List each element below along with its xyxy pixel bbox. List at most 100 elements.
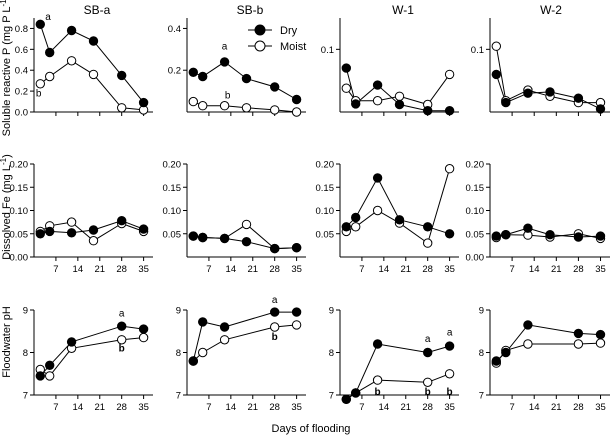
data-point-dry xyxy=(423,222,433,232)
data-point-moist xyxy=(188,96,199,107)
data-point-dry xyxy=(491,69,501,80)
y-tick-label: 7 xyxy=(23,391,28,402)
data-point-moist xyxy=(372,96,383,106)
x-tick-label: 21 xyxy=(551,402,562,413)
data-point-dry xyxy=(219,57,230,67)
x-tick-label: 14 xyxy=(226,264,237,275)
data-point-moist xyxy=(372,205,383,216)
annotation-label: b xyxy=(375,387,381,398)
series-line-dry xyxy=(192,311,297,362)
panel-title-sb-a: SB-a xyxy=(84,3,111,17)
legend-label-dry: Dry xyxy=(280,25,298,37)
data-point-moist xyxy=(291,107,302,117)
data-point-dry xyxy=(501,230,511,240)
x-tick-label: 21 xyxy=(400,402,411,413)
data-point-moist xyxy=(66,56,77,66)
data-point-dry xyxy=(595,231,606,241)
data-point-dry xyxy=(88,225,99,235)
data-point-moist xyxy=(270,322,280,332)
y-tick-label: 0.20 xyxy=(10,160,29,171)
data-point-moist xyxy=(423,238,433,248)
y-tick-label: 0.00 xyxy=(10,253,29,264)
data-point-dry xyxy=(188,356,199,366)
x-tick-label: 35 xyxy=(291,402,302,413)
series-line-dry xyxy=(495,324,601,362)
data-point-moist xyxy=(35,79,45,89)
x-tick-label: 28 xyxy=(116,264,127,275)
data-point-dry xyxy=(491,231,501,241)
data-point-moist xyxy=(351,222,361,232)
annotation-label: b xyxy=(119,344,125,355)
x-tick-label: 35 xyxy=(291,264,302,275)
data-point-dry xyxy=(35,19,45,29)
y-tick-label: 0.05 xyxy=(163,229,182,240)
x-tick-label: 7 xyxy=(359,402,364,413)
annotation-label: b xyxy=(36,88,42,99)
y-tick-label: 9 xyxy=(479,306,484,317)
data-point-moist xyxy=(372,375,383,385)
y-tick-label: 0.0 xyxy=(15,108,28,119)
y-tick-label: 0.2 xyxy=(168,66,181,77)
annotation-label: b xyxy=(225,90,231,101)
data-point-dry xyxy=(35,371,45,381)
data-point-dry xyxy=(45,360,55,370)
y-tick-label: 8 xyxy=(23,348,28,359)
x-tick-label: 14 xyxy=(379,402,390,413)
panel-r2-c3: 7 8 9 7 14 21 28 35 xyxy=(479,306,610,413)
data-point-moist xyxy=(270,105,280,115)
annotation-label: b xyxy=(425,387,431,398)
y-tick-label: 7 xyxy=(176,391,181,402)
data-point-moist xyxy=(117,103,127,113)
y-tick-label: 0.6 xyxy=(15,45,28,56)
data-point-dry xyxy=(66,337,77,347)
ylabel-floodwater-ph: Floodwater pH xyxy=(1,306,13,378)
data-point-dry xyxy=(117,216,127,226)
annotation-label: a xyxy=(222,41,228,52)
data-point-moist xyxy=(219,101,230,111)
y-tick-label: 0.20 xyxy=(466,160,485,171)
data-point-moist xyxy=(523,339,533,349)
data-point-dry xyxy=(198,317,208,327)
panel-r1-c3: 0.00 0.05 0.10 0.15 0.20 7 14 21 28 35 xyxy=(466,160,610,275)
data-point-moist xyxy=(444,164,455,174)
x-tick-label: 7 xyxy=(53,402,58,413)
data-point-moist xyxy=(138,332,149,343)
x-tick-label: 7 xyxy=(509,402,514,413)
y-tick-label: 0.05 xyxy=(10,229,29,240)
data-point-dry xyxy=(523,223,533,233)
x-tick-label: 35 xyxy=(444,402,455,413)
data-point-moist xyxy=(198,101,208,111)
data-point-dry xyxy=(423,106,433,116)
data-point-moist xyxy=(45,371,55,381)
data-point-dry xyxy=(372,173,383,183)
x-tick-label: 21 xyxy=(247,264,258,275)
x-tick-label: 28 xyxy=(573,402,584,413)
data-point-moist xyxy=(444,369,455,379)
x-tick-label: 35 xyxy=(138,402,149,413)
y-tick-label: 0.05 xyxy=(466,229,485,240)
data-point-dry xyxy=(291,243,302,253)
data-point-dry xyxy=(444,341,455,351)
data-point-dry xyxy=(595,104,606,114)
x-tick-label: 28 xyxy=(573,264,584,275)
y-tick-label: 7 xyxy=(479,391,484,402)
x-tick-label: 21 xyxy=(94,402,105,413)
annotation-label: a xyxy=(447,328,453,339)
ylabel-dissolved-fe: Dissolved Fe (mg L-1) xyxy=(0,154,13,260)
panel-r0-c3: 0.1 xyxy=(471,18,610,116)
legend-label-moist: Moist xyxy=(280,41,306,53)
series-line-moist xyxy=(495,342,601,364)
annotation-label: a xyxy=(119,308,125,319)
data-point-dry xyxy=(341,63,351,73)
annotation-label: a xyxy=(425,334,431,345)
y-tick-label: 9 xyxy=(23,306,28,317)
series-line-dry xyxy=(346,343,450,400)
data-point-dry xyxy=(523,320,533,330)
panel-title-sb-b: SB-b xyxy=(237,3,264,17)
x-tick-label: 28 xyxy=(116,402,127,413)
data-point-dry xyxy=(423,347,433,358)
y-tick-label: 0.4 xyxy=(15,66,28,77)
data-point-dry xyxy=(45,226,55,237)
x-tick-label: 28 xyxy=(269,402,280,413)
panel-r0-c2: 0.1 xyxy=(321,18,459,116)
